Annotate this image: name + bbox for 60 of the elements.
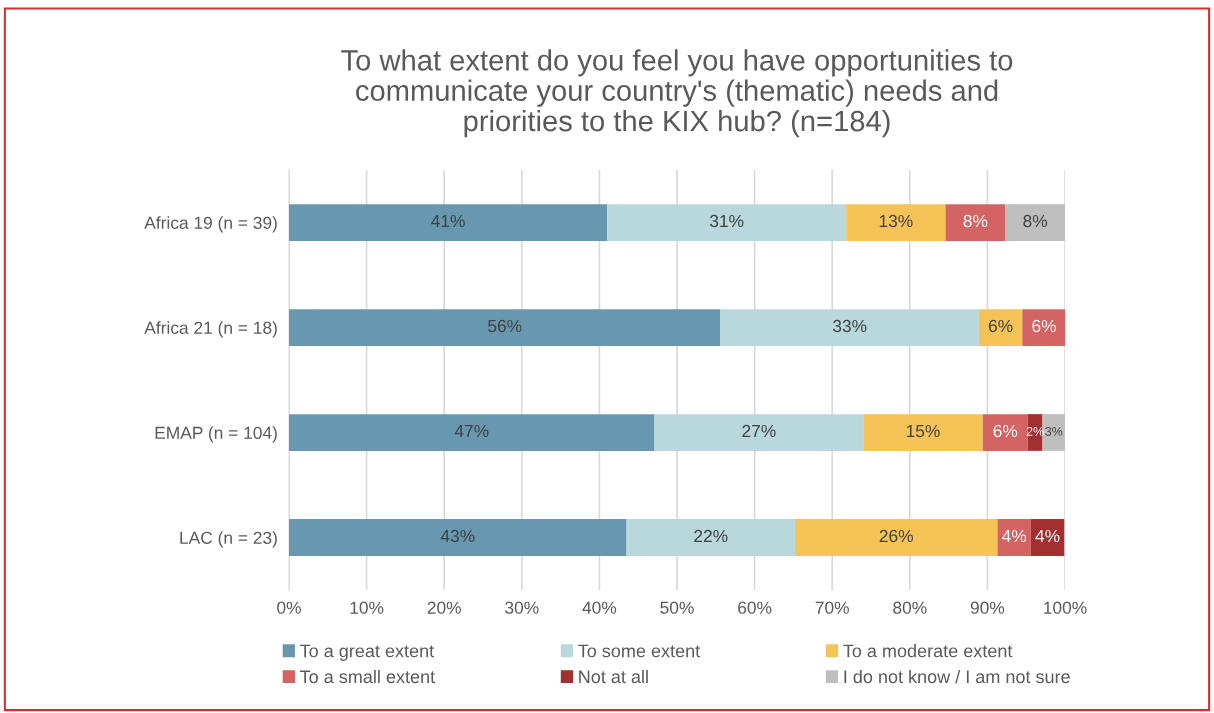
x-tick-label: 50% (660, 601, 694, 614)
x-tick-label: 70% (815, 601, 849, 614)
x-tick-label: 80% (893, 601, 927, 614)
data-label: 22% (694, 529, 728, 543)
x-tick-label: 20% (427, 601, 461, 614)
bar (1022, 309, 1065, 346)
legend-label: To a moderate extent (843, 644, 1013, 658)
data-label: 13% (879, 214, 913, 228)
bar (1042, 414, 1065, 451)
legend-label: To some extent (578, 644, 701, 658)
data-label: 6% (1032, 319, 1056, 333)
data-label: 43% (440, 529, 475, 543)
data-label: 27% (742, 424, 776, 438)
legend-label: To a small extent (300, 669, 435, 684)
bar (863, 414, 983, 451)
data-label: 31% (709, 214, 744, 228)
bar (607, 204, 847, 241)
bar (289, 309, 721, 346)
data-label: 3% (1045, 427, 1063, 436)
legend-label: To a great extent (300, 644, 434, 661)
data-label: 56% (488, 319, 522, 333)
x-tick-label: 40% (582, 601, 617, 614)
x-tick-label: 90% (970, 601, 1005, 614)
x-tick-label: 0% (277, 601, 301, 614)
bar (945, 204, 1006, 241)
bar (654, 414, 864, 451)
data-label: 41% (431, 214, 465, 228)
data-label: 6% (988, 319, 1013, 333)
y-tick-label: LAC (n = 23) (180, 531, 277, 548)
data-label: 6% (993, 424, 1018, 438)
data-label: 4% (1035, 529, 1060, 543)
data-label: 33% (832, 319, 867, 333)
data-label: 15% (906, 424, 940, 438)
bar (978, 309, 1023, 346)
x-tick-label: 10% (350, 601, 384, 614)
x-tick-label: 100% (1044, 601, 1087, 614)
bar (1005, 204, 1065, 241)
legend-label: Not at all (579, 669, 648, 684)
chart-title: To what extent do you feel you have opportunities to communicate your country's (thematic) needs and priorities to the KIX hub? (n=184) (341, 49, 1013, 138)
legend-label: I do not know / I am not sure (844, 669, 1070, 684)
bar (982, 414, 1028, 451)
bar (289, 204, 608, 241)
y-tick-label: EMAP (n = 104) (155, 426, 277, 443)
bar (626, 519, 795, 556)
bar (997, 519, 1031, 556)
bar (1030, 519, 1065, 556)
bar (289, 414, 655, 451)
data-label: 4% (1002, 529, 1027, 543)
data-label: 26% (879, 529, 913, 543)
data-label: 8% (1023, 214, 1048, 228)
data-label: 8% (963, 214, 988, 228)
bar (794, 519, 998, 556)
x-tick-label: 30% (505, 601, 539, 614)
data-label: 47% (454, 424, 489, 438)
x-tick-label: 60% (738, 601, 772, 614)
bar (846, 204, 946, 241)
bar (720, 309, 979, 346)
y-tick-label: Africa 21 (n = 18) (144, 321, 277, 338)
y-tick-label: Africa 19 (n = 39) (144, 216, 277, 233)
bar (289, 519, 627, 556)
